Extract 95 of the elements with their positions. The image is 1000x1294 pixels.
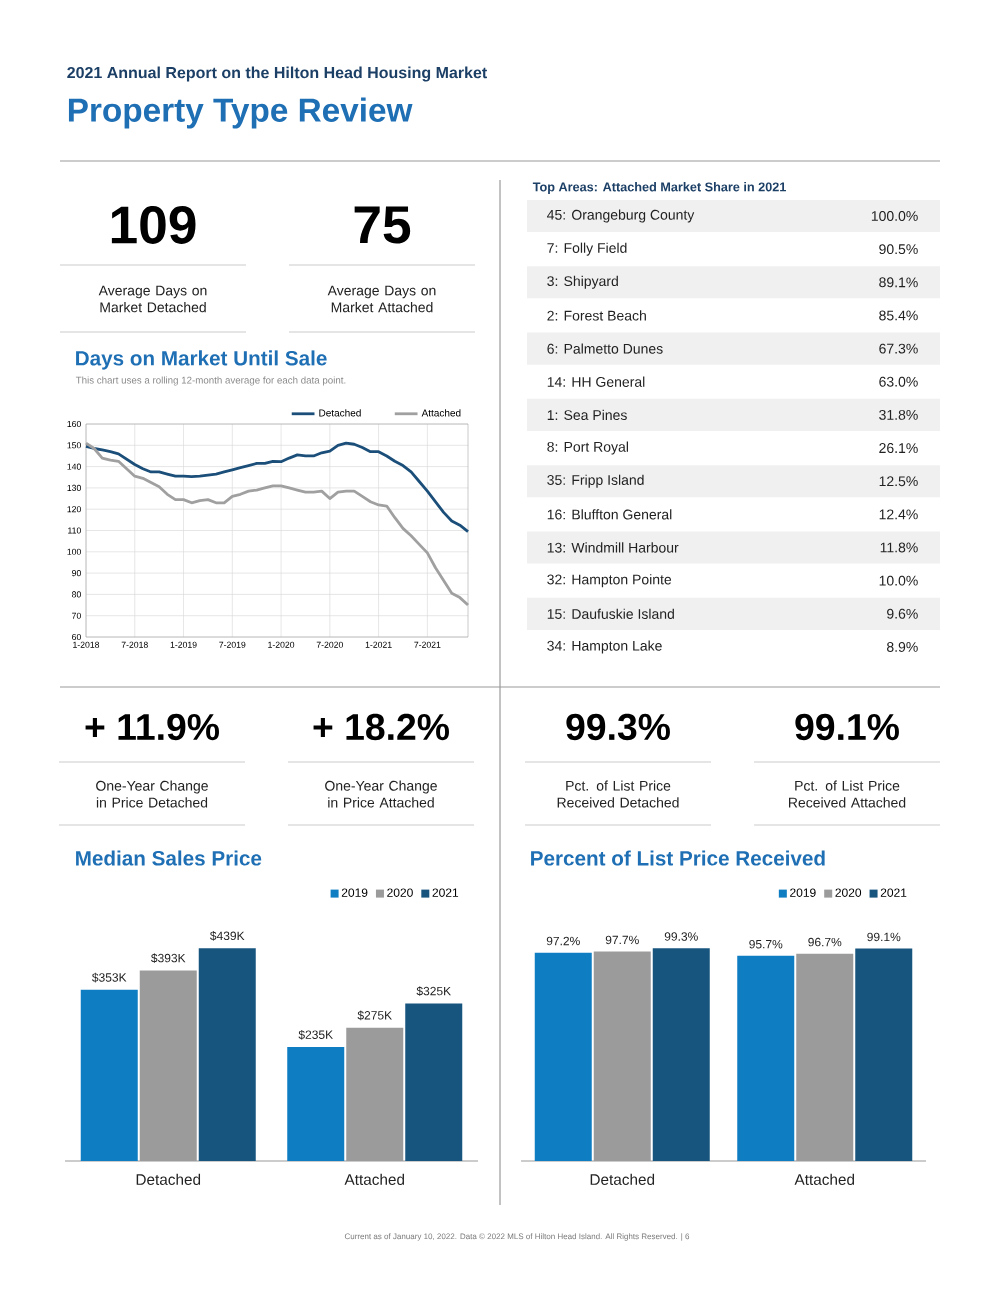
data-label: 11.8% bbox=[880, 542, 918, 553]
legend-label: 2019 bbox=[341, 888, 368, 897]
bar bbox=[80, 989, 138, 1162]
text: 2021 Annual Report on the Hilton Head Housing Market bbox=[67, 66, 487, 82]
legend-label: 2019 bbox=[790, 888, 816, 897]
legend-label: Attached bbox=[421, 409, 461, 417]
text: Property Type Review bbox=[68, 97, 413, 129]
data-label: + 11.9% bbox=[85, 713, 219, 741]
data-label: $393K bbox=[151, 953, 186, 964]
category-label: 34: Hampton Lake bbox=[547, 640, 662, 654]
y-tick-label: 100 bbox=[67, 548, 81, 555]
legend-label: 2021 bbox=[432, 888, 459, 897]
x-tick-label: 1-2018 bbox=[73, 641, 100, 648]
category-label: 6: Palmetto Dunes bbox=[547, 343, 663, 354]
data-label: 89.1% bbox=[879, 277, 918, 288]
category-label: One-Year Change in Price Attached bbox=[325, 780, 437, 808]
category-label: 8: Port Royal bbox=[547, 441, 628, 455]
data-label: 67.3% bbox=[879, 343, 918, 354]
category-label: 7: Folly Field bbox=[547, 242, 627, 256]
data-label: $353K bbox=[92, 972, 127, 983]
x-tick-label: Attached bbox=[344, 1173, 405, 1185]
category-label: Pct. of List Price Received Attached bbox=[789, 780, 906, 808]
x-tick-label: Detached bbox=[590, 1173, 655, 1185]
category-label: 1: Sea Pines bbox=[547, 409, 627, 421]
y-tick-label: 90 bbox=[72, 570, 81, 577]
legend-label: 2020 bbox=[387, 888, 413, 897]
data-label: 63.0% bbox=[879, 376, 918, 387]
bar bbox=[287, 1047, 345, 1162]
y-tick-label: 60 bbox=[72, 633, 81, 641]
data-label: 99.1% bbox=[795, 713, 899, 741]
y-tick-label: 70 bbox=[72, 612, 81, 619]
data-label: 99.1% bbox=[867, 932, 901, 942]
data-label: 12.4% bbox=[879, 509, 918, 520]
category-label: 32: Hampton Pointe bbox=[547, 574, 672, 588]
x-tick-label: Attached bbox=[794, 1173, 855, 1185]
category-label: Average Days on Market Detached bbox=[98, 285, 207, 313]
data-label: 9.6% bbox=[887, 608, 918, 619]
chart-title: Days on Market Until Sale bbox=[76, 350, 327, 370]
data-label: + 18.2% bbox=[313, 713, 449, 741]
legend-label: 2021 bbox=[880, 888, 907, 897]
x-tick-label: 1-2021 bbox=[365, 641, 392, 648]
text: Current as of January 10, 2022. Data © 2022 MLS of Hilton Head Island. All Rights Reserved. | 6 bbox=[344, 1233, 690, 1241]
data-label: $235K bbox=[298, 1029, 333, 1040]
category-label: 14: HH General bbox=[547, 376, 645, 387]
x-tick-label: 7-2021 bbox=[414, 641, 441, 648]
category-label: 16: Bluffton General bbox=[547, 509, 672, 520]
y-tick-label: 130 bbox=[67, 484, 81, 491]
data-label: 97.7% bbox=[605, 935, 639, 945]
data-label: $325K bbox=[416, 986, 451, 997]
category-label: 45: Orangeburg County bbox=[547, 209, 695, 223]
data-label: $439K bbox=[210, 931, 245, 941]
category-label: 13: Windmill Harbour bbox=[547, 542, 679, 553]
y-tick-label: 110 bbox=[68, 527, 81, 534]
category-label: One-Year Change in Price Detached bbox=[96, 780, 208, 808]
data-label: 109 bbox=[111, 206, 196, 244]
data-label: $275K bbox=[357, 1010, 392, 1021]
x-tick-label: 1-2019 bbox=[170, 641, 197, 648]
chart-title: Median Sales Price bbox=[76, 850, 262, 866]
data-label: 100.0% bbox=[871, 211, 918, 221]
data-label: 99.3% bbox=[664, 932, 698, 941]
text: Top Areas: Attached Market Share in 2021 bbox=[532, 182, 786, 194]
category-label: 35: Fripp Island bbox=[547, 474, 644, 488]
data-label: 10.0% bbox=[879, 575, 918, 586]
data-label: 85.4% bbox=[879, 310, 918, 321]
bar bbox=[198, 948, 256, 1162]
x-tick-label: Detached bbox=[136, 1173, 201, 1185]
data-label: 8.9% bbox=[886, 642, 918, 652]
y-tick-label: 150 bbox=[67, 442, 81, 449]
data-label: 97.2% bbox=[546, 936, 580, 946]
category-label: Average Days on Market Attached bbox=[327, 285, 436, 313]
y-tick-label: 160 bbox=[67, 420, 81, 428]
data-label: 95.7% bbox=[749, 939, 783, 949]
data-label: 96.7% bbox=[808, 937, 842, 947]
bar bbox=[405, 1003, 463, 1162]
legend-label: Detached bbox=[319, 409, 361, 417]
data-label: 90.5% bbox=[879, 244, 918, 255]
x-tick-label: 7-2019 bbox=[219, 641, 246, 648]
y-tick-label: 120 bbox=[67, 506, 81, 513]
x-tick-label: 1-2020 bbox=[268, 641, 295, 648]
data-label: 12.5% bbox=[879, 476, 918, 487]
y-tick-label: 140 bbox=[67, 463, 81, 470]
category-label: 3: Shipyard bbox=[547, 275, 618, 289]
chart-subtitle: This chart uses a rolling 12-month average for each data point. bbox=[75, 376, 346, 386]
legend-label: 2020 bbox=[835, 888, 862, 897]
x-tick-label: 7-2018 bbox=[121, 641, 148, 648]
data-label: 26.1% bbox=[879, 443, 918, 454]
y-tick-label: 80 bbox=[72, 591, 81, 598]
category-label: 2: Forest Beach bbox=[547, 310, 646, 321]
category-label: Pct. of List Price Received Detached bbox=[557, 780, 679, 808]
chart-title: Percent of List Price Received bbox=[531, 850, 825, 866]
category-label: 15: Daufuskie Island bbox=[547, 608, 674, 619]
data-label: 75 bbox=[354, 206, 411, 244]
data-label: 99.3% bbox=[566, 713, 670, 741]
x-tick-label: 7-2020 bbox=[316, 641, 343, 648]
data-label: 31.8% bbox=[879, 409, 918, 420]
